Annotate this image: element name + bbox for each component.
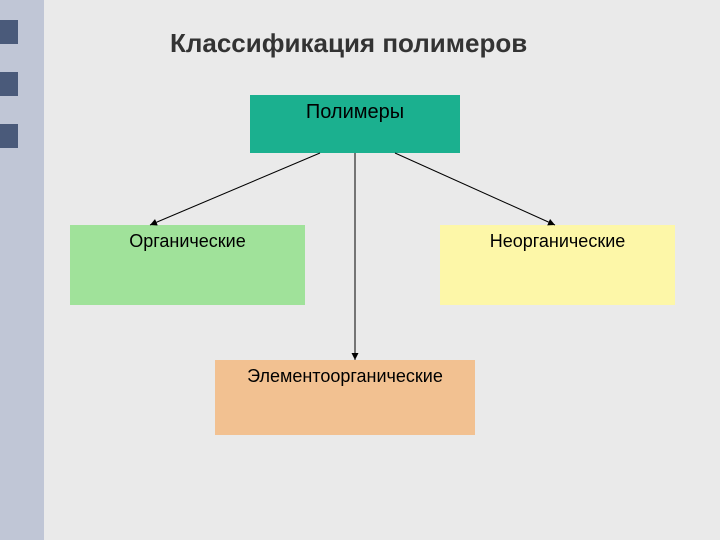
- node-inorganic: Неорганические: [440, 225, 675, 305]
- node-elementorganic: Элементоорганические: [215, 360, 475, 435]
- node-organic-label: Органические: [129, 231, 246, 252]
- node-root: Полимеры: [250, 95, 460, 153]
- node-organic: Органические: [70, 225, 305, 305]
- accent-bar-1: [0, 20, 18, 44]
- accent-bar-2: [0, 72, 18, 96]
- node-root-label: Полимеры: [306, 101, 404, 124]
- slide-title: Классификация полимеров: [170, 28, 527, 59]
- slide: Классификация полимеров Полимеры Органич…: [0, 0, 720, 540]
- node-elementorganic-label: Элементоорганические: [247, 366, 443, 387]
- node-inorganic-label: Неорганические: [490, 231, 626, 252]
- accent-bar-3: [0, 124, 18, 148]
